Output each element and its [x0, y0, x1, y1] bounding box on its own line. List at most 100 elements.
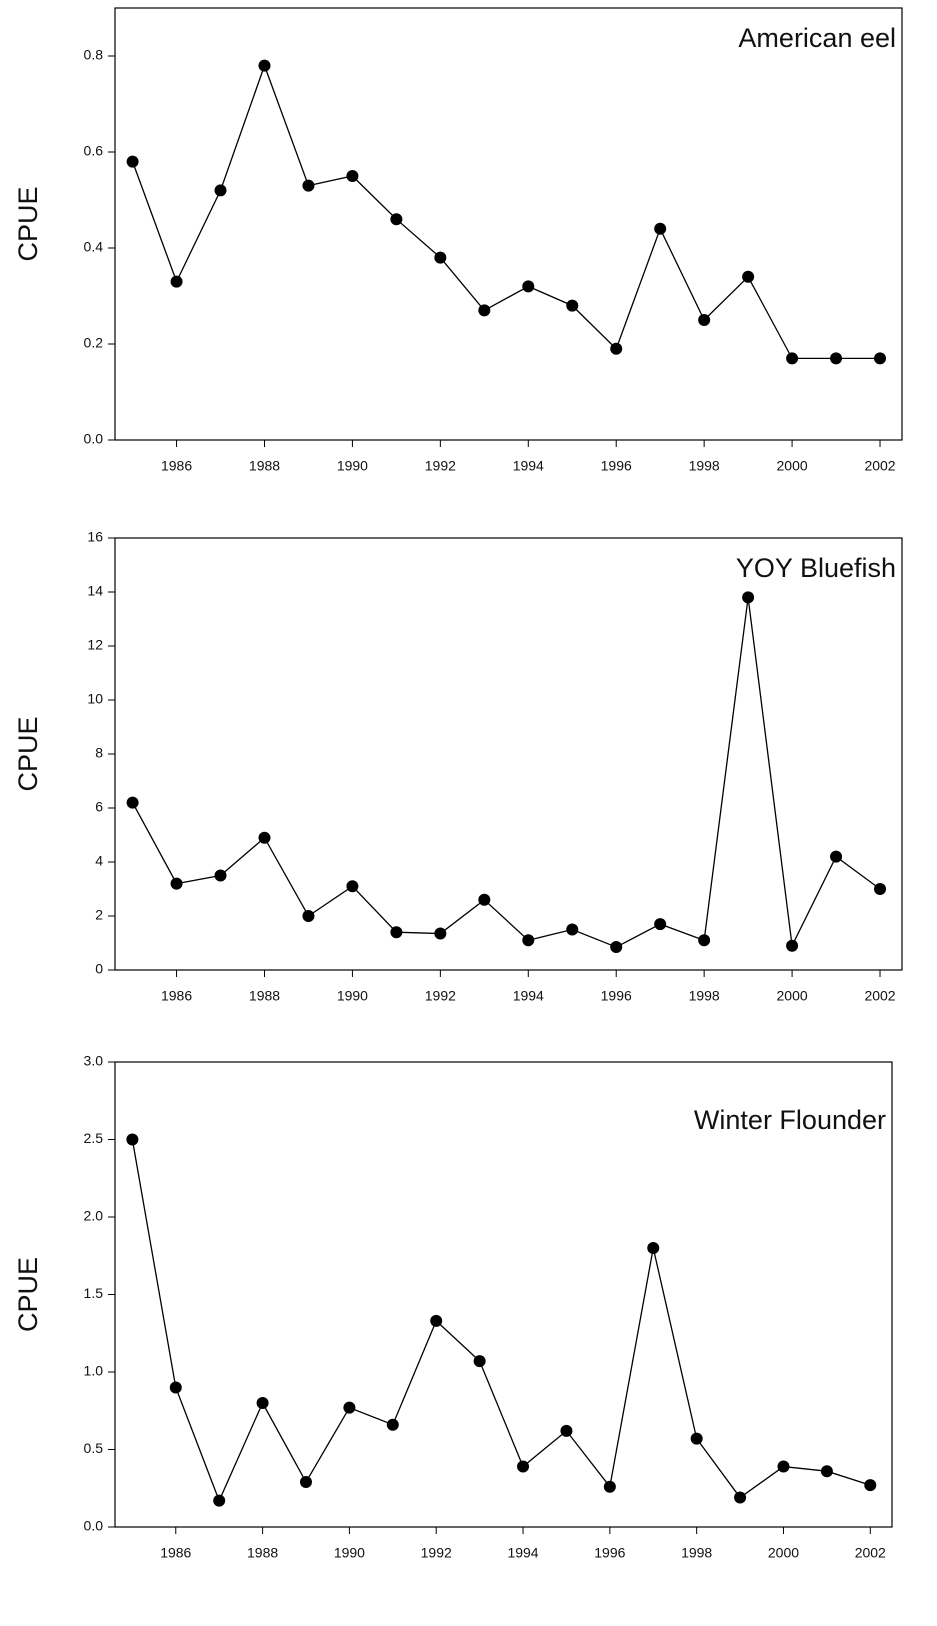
data-point [213, 1494, 226, 1507]
x-tick-label: 1990 [337, 988, 368, 1004]
data-point [390, 926, 403, 939]
y-tick-label: 2.0 [84, 1208, 104, 1224]
x-tick-label: 2000 [777, 988, 808, 1004]
x-tick-label: 1994 [513, 458, 544, 474]
data-point [874, 883, 887, 895]
plot-frame [114, 537, 903, 971]
data-point [517, 1460, 530, 1473]
x-tick-label: 1990 [334, 1545, 365, 1561]
y-tick-label: 0.0 [84, 1518, 104, 1534]
y-tick-label: 16 [87, 529, 103, 545]
x-tick-label: 1986 [161, 988, 192, 1004]
data-point [169, 1381, 182, 1394]
data-point [390, 213, 403, 226]
y-tick-label: 14 [87, 583, 103, 599]
data-point [786, 939, 799, 952]
data-point [302, 910, 315, 922]
y-tick-label: 8 [95, 745, 103, 761]
data-point [566, 299, 579, 312]
data-point [734, 1491, 747, 1504]
data-point [742, 591, 755, 604]
data-point [258, 831, 271, 844]
y-tick-label: 1.0 [84, 1363, 104, 1379]
y-tick-label: 0.2 [84, 335, 104, 351]
x-tick-label: 1996 [601, 458, 632, 474]
y-tick-label: 12 [87, 637, 103, 653]
data-point [346, 170, 359, 182]
data-point [864, 1479, 877, 1492]
series-line [132, 597, 881, 948]
x-tick-label: 1988 [249, 988, 280, 1004]
data-point [603, 1480, 616, 1493]
data-point [742, 270, 755, 283]
y-tick-label: 2 [95, 907, 103, 923]
x-tick-label: 1988 [247, 1545, 278, 1561]
data-point [777, 1460, 790, 1473]
y-tick-label: 4 [95, 853, 103, 869]
x-tick-label: 2002 [855, 1545, 886, 1561]
x-tick-label: 1998 [681, 1545, 712, 1561]
data-point [610, 342, 623, 355]
data-point [522, 934, 535, 947]
data-point [610, 941, 623, 954]
y-tick-label: 0.6 [84, 143, 104, 159]
y-tick-label: 6 [95, 799, 103, 815]
x-tick-label: 1994 [513, 988, 544, 1004]
series-line [131, 63, 881, 360]
data-point [820, 1465, 833, 1478]
chart-title: American eel [738, 23, 896, 53]
data-point [170, 877, 183, 890]
data-point [343, 1401, 356, 1414]
data-point [214, 869, 227, 882]
y-tick-label: 0.0 [84, 431, 104, 447]
x-tick-label: 1986 [161, 458, 192, 474]
x-tick-label: 2000 [777, 458, 808, 474]
data-point [560, 1424, 573, 1437]
y-axis-label: CPUE [13, 1257, 43, 1332]
data-point [566, 923, 579, 936]
y-tick-label: 0 [95, 961, 103, 977]
data-point [522, 280, 535, 293]
data-point [126, 155, 139, 168]
data-point [258, 59, 271, 72]
data-point [478, 893, 491, 906]
y-tick-label: 1.5 [84, 1285, 104, 1301]
x-tick-label: 1998 [689, 458, 720, 474]
y-axis-label: CPUE [13, 186, 43, 261]
data-point [386, 1418, 399, 1431]
data-point [786, 352, 799, 365]
data-point [698, 314, 711, 326]
x-tick-label: 1994 [507, 1545, 538, 1561]
y-tick-label: 2.5 [84, 1130, 104, 1146]
x-tick-label: 1998 [689, 988, 720, 1004]
x-tick-label: 1996 [594, 1545, 625, 1561]
y-axis-label: CPUE [13, 716, 43, 791]
data-point [346, 880, 359, 893]
data-point [302, 179, 315, 192]
x-tick-label: 1992 [425, 988, 456, 1004]
data-point [430, 1314, 443, 1327]
plot-frame [114, 7, 903, 441]
x-tick-label: 2002 [864, 458, 895, 474]
data-point [434, 927, 447, 940]
chart-title: Winter Flounder [694, 1105, 886, 1135]
data-point [434, 251, 447, 264]
y-tick-label: 3.0 [84, 1053, 104, 1069]
series-line [131, 1139, 871, 1503]
data-point [256, 1397, 269, 1409]
x-tick-label: 1986 [160, 1545, 191, 1561]
data-point [698, 934, 711, 947]
x-tick-label: 1996 [601, 988, 632, 1004]
y-tick-label: 10 [87, 691, 103, 707]
x-tick-label: 1990 [337, 458, 368, 474]
data-point [830, 352, 843, 365]
data-point [830, 850, 843, 863]
y-tick-label: 0.4 [84, 239, 104, 255]
chart-title: YOY Bluefish [736, 553, 896, 583]
y-tick-label: 0.8 [84, 47, 104, 63]
data-point [126, 1133, 139, 1146]
data-point [647, 1242, 660, 1254]
data-point [478, 304, 491, 317]
data-point [473, 1355, 486, 1368]
